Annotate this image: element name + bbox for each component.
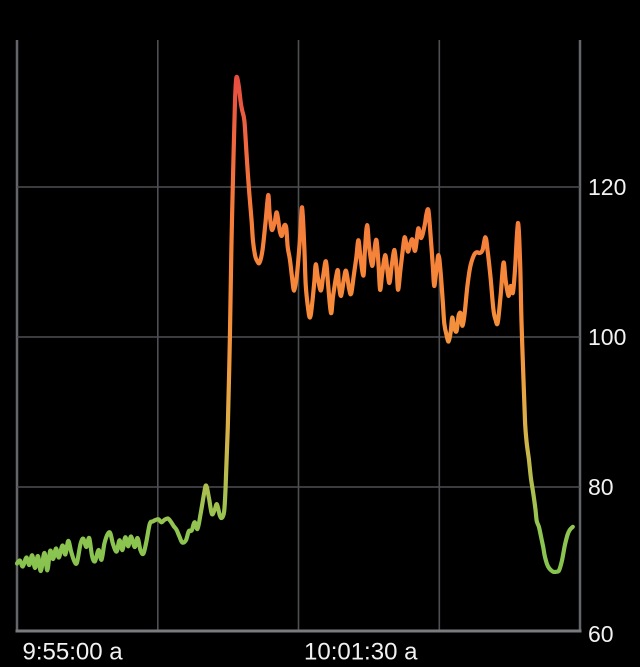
x-axis-label-9-55-00-a: 9:55:00 a (23, 639, 124, 666)
chart-gridlines (15, 40, 582, 633)
x-axis-labels: 9:55:00 a 10:01:30 a (23, 639, 419, 666)
y-axis-label-100: 100 (588, 324, 626, 350)
x-axis-label-10-01-30-a: 10:01:30 a (304, 639, 418, 666)
y-axis-label-60: 60 (588, 621, 614, 647)
y-axis-label-80: 80 (588, 474, 614, 500)
y-axis-label-120: 120 (588, 174, 626, 200)
y-axis-labels: 60 80 100 120 (588, 174, 626, 647)
heart-rate-series-path (14, 74, 575, 575)
